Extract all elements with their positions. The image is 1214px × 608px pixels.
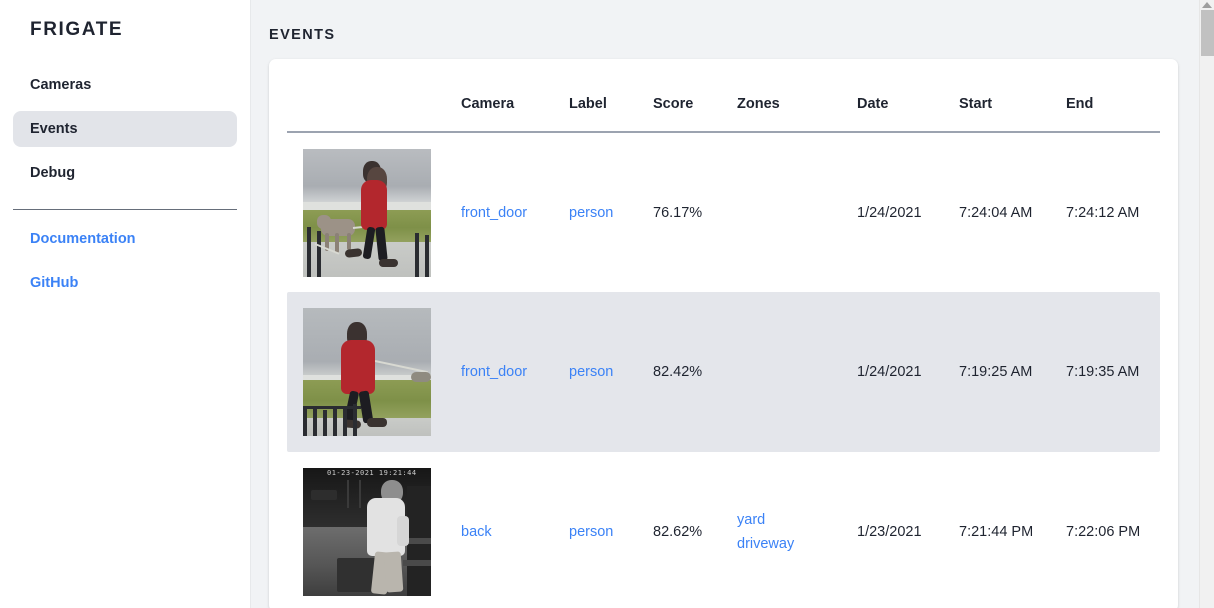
column-header-date: Date xyxy=(857,59,959,134)
sidebar-link-github[interactable]: GitHub xyxy=(30,275,79,291)
sidebar-link-documentation[interactable]: Documentation xyxy=(30,231,136,247)
event-score-cell: 82.42% xyxy=(653,292,737,453)
event-camera-link[interactable]: front_door xyxy=(461,204,528,221)
event-label-cell: person xyxy=(569,452,653,608)
event-thumbnail-cell[interactable] xyxy=(287,292,461,453)
events-table-body: front_door person 76.17% 1/24/2021 7:24:… xyxy=(287,132,1160,608)
event-label-link[interactable]: person xyxy=(569,204,614,221)
event-camera-link[interactable]: front_door xyxy=(461,364,528,381)
sidebar-item-cameras[interactable]: Cameras xyxy=(30,77,92,93)
page-scrollbar-thumb[interactable] xyxy=(1201,10,1214,56)
sidebar-item-events[interactable]: Events xyxy=(13,111,237,147)
table-row[interactable]: front_door person 82.42% 1/24/2021 7:19:… xyxy=(287,292,1160,453)
event-start-cell: 7:24:04 AM xyxy=(959,204,1033,221)
page-scrollbar[interactable] xyxy=(1199,0,1214,608)
table-row[interactable]: 01-23-2021 19:21:44 xyxy=(287,452,1160,608)
column-header-end: End xyxy=(1066,59,1160,134)
page-title: EVENTS xyxy=(269,26,336,43)
event-zones-cell xyxy=(737,132,857,292)
scroll-up-arrow-icon[interactable] xyxy=(1202,2,1212,8)
events-table-head: Camera Label Score Zones Date Start End xyxy=(287,59,1160,134)
event-thumbnail-image[interactable]: 01-23-2021 19:21:44 xyxy=(303,468,431,597)
column-header-zones: Zones xyxy=(737,59,857,134)
event-label-link[interactable]: person xyxy=(569,364,614,381)
event-zone-link[interactable]: yard xyxy=(737,512,766,529)
event-end-cell: 7:24:12 AM xyxy=(1066,204,1140,221)
sidebar: FRIGATE Cameras Events Debug Documentati… xyxy=(0,0,250,608)
events-table: Camera Label Score Zones Date Start End xyxy=(287,59,1160,608)
table-row[interactable]: front_door person 76.17% 1/24/2021 7:24:… xyxy=(287,132,1160,292)
thumbnail-timestamp-overlay: 01-23-2021 19:21:44 xyxy=(327,469,417,478)
event-start-cell: 7:19:25 AM xyxy=(959,292,1066,453)
event-camera-cell: front_door xyxy=(461,132,569,292)
column-header-score: Score xyxy=(653,59,737,134)
event-label-cell: person xyxy=(569,132,653,292)
table-header-row: Camera Label Score Zones Date Start End xyxy=(287,59,1160,134)
event-date-cell: 1/24/2021 xyxy=(857,292,959,453)
event-end-cell: 7:19:35 AM xyxy=(1066,292,1160,453)
event-end-cell: 7:22:06 PM xyxy=(1066,524,1141,541)
event-thumbnail-image[interactable] xyxy=(303,148,431,277)
column-header-thumbnail xyxy=(287,59,461,134)
event-date-cell: 1/23/2021 xyxy=(857,524,922,541)
event-start-cell: 7:21:44 PM xyxy=(959,524,1034,541)
event-label-link[interactable]: person xyxy=(569,524,614,541)
event-date-cell: 1/24/2021 xyxy=(857,204,922,221)
event-label-cell: person xyxy=(569,292,653,453)
event-zones-cell: yard driveway xyxy=(737,452,857,608)
event-thumbnail-cell[interactable]: 01-23-2021 19:21:44 xyxy=(287,452,461,608)
event-camera-cell: front_door xyxy=(461,292,569,453)
event-zones-cell xyxy=(737,292,857,453)
column-header-label: Label xyxy=(569,59,653,134)
event-thumbnail-cell[interactable] xyxy=(287,132,461,292)
event-score-cell: 82.62% xyxy=(653,524,703,541)
event-score-cell: 76.17% xyxy=(653,204,703,221)
sidebar-divider xyxy=(13,209,237,210)
event-thumbnail-image[interactable] xyxy=(303,308,431,437)
event-camera-link[interactable]: back xyxy=(461,524,492,541)
sidebar-item-debug[interactable]: Debug xyxy=(30,165,76,181)
column-header-camera: Camera xyxy=(461,59,569,134)
event-zone-link[interactable]: driveway xyxy=(737,536,795,553)
sidebar-nav: Cameras Events Debug Documentation GitHu… xyxy=(13,67,237,298)
column-header-start: Start xyxy=(959,59,1066,134)
app-brand-title: FRIGATE xyxy=(30,19,124,40)
main-content: EVENTS Camera Label Score Zones Date Sta… xyxy=(250,0,1214,608)
events-card: Camera Label Score Zones Date Start End xyxy=(269,59,1178,608)
event-camera-cell: back xyxy=(461,452,569,608)
